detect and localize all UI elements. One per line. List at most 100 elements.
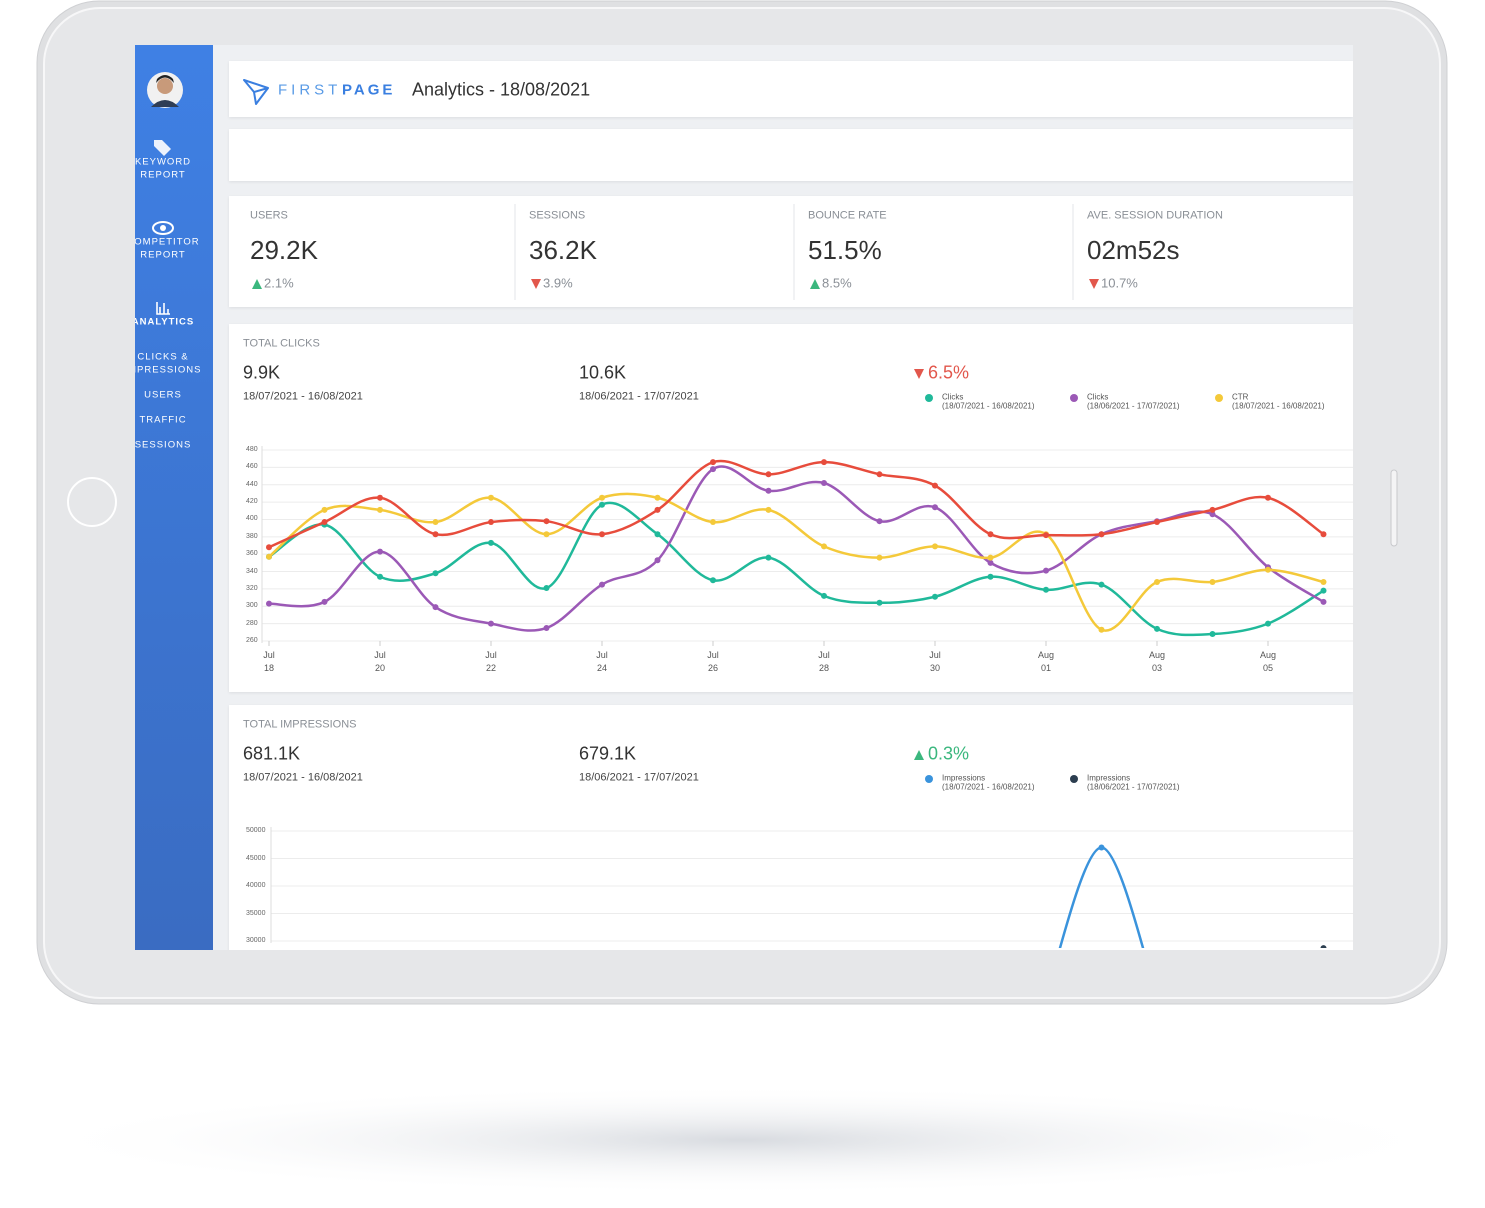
down-arrow (914, 369, 924, 379)
down-arrow (531, 279, 541, 289)
data-point (488, 539, 494, 546)
data-point (1265, 620, 1271, 627)
nav-item[interactable]: SESSIONS (135, 439, 192, 451)
data-point (377, 506, 383, 513)
data-point (876, 599, 883, 606)
x-tick-label: Jul 26 (707, 650, 719, 673)
data-point (543, 624, 550, 631)
kpi-card (229, 196, 1353, 307)
legend-range: (18/07/2021 - 16/08/2021) (942, 782, 1035, 792)
change-value: 0.3% (928, 743, 970, 764)
previous-value: 679.1K (579, 743, 637, 764)
y-tick-label: 45000 (246, 854, 266, 862)
y-tick-label: 400 (246, 515, 258, 523)
y-tick-label: 360 (246, 550, 258, 558)
legend-swatch (1070, 394, 1078, 402)
kpi-label: USERS (250, 209, 288, 222)
legend-name: Impressions (1087, 773, 1131, 783)
avatar-hair (156, 75, 174, 83)
data-point (654, 494, 661, 501)
header-card (229, 61, 1353, 117)
data-point (1265, 566, 1271, 573)
y-tick-label: 480 (246, 445, 258, 453)
data-point (1043, 567, 1049, 574)
data-point (821, 479, 827, 486)
data-point (266, 544, 272, 551)
x-tick-label: Jul 24 (596, 650, 608, 673)
data-point (543, 531, 550, 538)
clicks-card (229, 324, 1353, 692)
data-point (488, 620, 494, 627)
data-point (1320, 578, 1327, 585)
nav-item[interactable]: ANALYTICS (135, 316, 195, 328)
legend-range: (18/06/2021 - 17/07/2021) (1087, 782, 1180, 792)
data-point (1320, 945, 1327, 948)
series-line (268, 492, 1324, 632)
legend-name: Impressions (942, 773, 986, 783)
data-point (321, 598, 328, 605)
data-point (987, 531, 994, 538)
legend-swatch (925, 394, 933, 402)
avatar-face (157, 78, 173, 94)
brand-first: FIRST (278, 81, 342, 99)
tag-icon (154, 140, 171, 156)
data-point (1154, 578, 1160, 585)
data-point (654, 506, 661, 513)
down-arrow (1089, 279, 1099, 289)
x-tick-label: Aug 05 (1259, 650, 1276, 673)
data-point (1209, 511, 1216, 518)
panel-title: TOTAL IMPRESSIONS (243, 718, 357, 731)
series-line (1058, 846, 1145, 948)
data-point (1098, 581, 1105, 588)
kpi-label: SESSIONS (529, 209, 586, 222)
y-tick-label: 50000 (246, 826, 266, 834)
data-point (932, 482, 938, 489)
screen: KEYWORDREPORTCOMPETITORREPORTANALYTICSCL… (135, 45, 1353, 950)
legend-name: CTR (1232, 392, 1249, 402)
data-point (932, 593, 938, 600)
legend-swatch (1215, 394, 1223, 402)
change-value: 6.5% (928, 362, 970, 383)
plot-area (1058, 844, 1327, 948)
sidebar-icons (147, 72, 183, 315)
data-point (821, 543, 827, 550)
nav-item[interactable]: TRAFFIC (139, 414, 187, 426)
current-range: 18/07/2021 - 16/08/2021 (243, 771, 363, 784)
data-point (1265, 494, 1271, 501)
nav-item[interactable]: USERS (144, 389, 182, 401)
data-point (1209, 631, 1216, 638)
chart-icon (156, 302, 170, 315)
data-point (987, 559, 994, 566)
legend-name: Clicks (942, 392, 964, 402)
data-point (1043, 532, 1049, 539)
up-arrow (914, 750, 924, 760)
nav-item[interactable]: IMPRESSIONS (135, 364, 202, 376)
nav-item[interactable]: REPORT (140, 249, 186, 261)
nav-item[interactable]: KEYWORD (135, 156, 192, 168)
data-point (599, 501, 605, 508)
legend-swatch (1070, 775, 1078, 783)
logo-icon (243, 79, 269, 105)
data-point (432, 604, 439, 611)
kpi-value: 02m52s (1087, 235, 1180, 266)
data-point (432, 519, 439, 526)
y-tick-label: 40000 (246, 881, 266, 889)
y-tick-label: 35000 (246, 909, 266, 917)
data-point (876, 471, 883, 478)
data-point (710, 459, 716, 466)
data-point (599, 531, 605, 538)
nav-item[interactable]: CLICKS & (137, 351, 189, 363)
legend-range: (18/06/2021 - 17/07/2021) (1087, 401, 1180, 411)
data-point (266, 553, 272, 560)
legend-swatch (925, 775, 933, 783)
nav-item[interactable]: REPORT (140, 169, 186, 181)
data-point (765, 471, 772, 478)
y-tick-label: 380 (246, 532, 258, 540)
eye-pupil (160, 225, 166, 231)
kpi-value: 36.2K (529, 235, 597, 266)
side-button[interactable] (1390, 469, 1398, 547)
data-point (432, 531, 439, 538)
y-tick-label: 420 (246, 498, 258, 506)
home-button[interactable] (67, 477, 117, 527)
nav-item[interactable]: COMPETITOR (135, 236, 200, 248)
